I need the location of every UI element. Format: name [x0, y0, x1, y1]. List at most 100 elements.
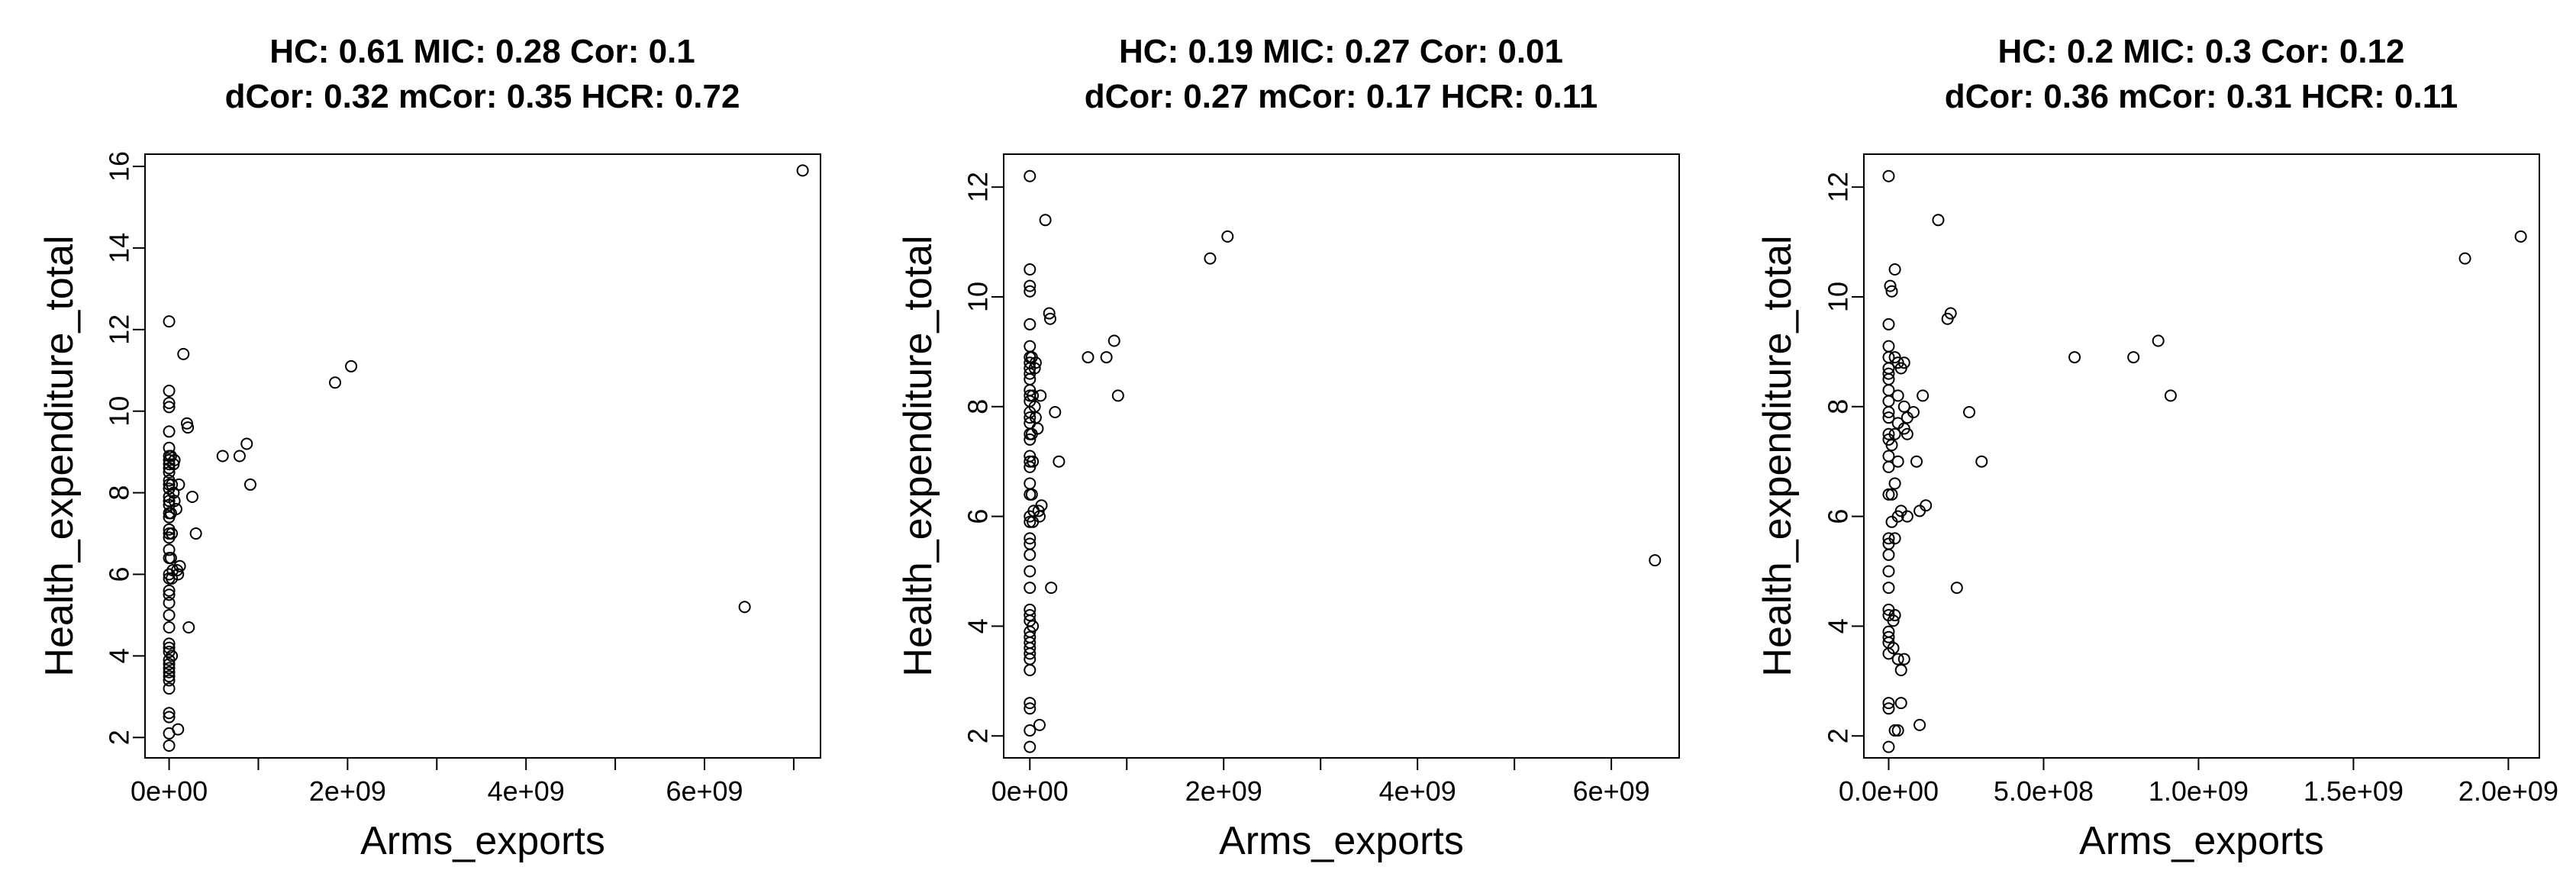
y-axis-label: Health_expenditure_total: [1755, 235, 1800, 676]
data-point: [1043, 312, 1056, 325]
x-tick-label: 6e+09: [666, 775, 743, 807]
y-tick-label: 4: [104, 648, 135, 663]
x-tick-label: 1.5e+09: [2304, 775, 2404, 807]
data-point: [1031, 422, 1044, 435]
data-point: [164, 552, 177, 565]
data-point: [1950, 582, 1963, 595]
data-point: [1882, 565, 1895, 578]
data-point: [1882, 532, 1895, 545]
data-point: [1111, 389, 1124, 402]
data-point: [2152, 334, 2165, 347]
scatter-panel-2: HC: 0.19 MIC: 0.27 Cor: 0.01 dCor: 0.27 m…: [896, 33, 1680, 863]
chart-title-line1: HC: 0.61 MIC: 0.28 Cor: 0.1: [269, 33, 695, 70]
data-point: [163, 641, 176, 654]
data-point: [163, 658, 176, 671]
data-point: [796, 164, 809, 177]
data-point: [1024, 477, 1037, 490]
data-point: [1027, 455, 1040, 468]
y-tick-label: 12: [962, 172, 994, 202]
data-point: [1024, 548, 1037, 561]
data-point: [166, 527, 179, 540]
data-point: [1100, 351, 1113, 364]
data-point: [1913, 718, 1926, 731]
data-point: [1024, 724, 1037, 737]
y-tick-label: 10: [1823, 282, 1854, 312]
data-point: [1917, 389, 1930, 402]
scatter-panel-1: HC: 0.61 MIC: 0.28 Cor: 0.1 dCor: 0.32 mC…: [37, 33, 821, 863]
data-point: [1882, 427, 1895, 440]
y-tick-label: 16: [104, 151, 135, 182]
data-point: [1888, 532, 1901, 545]
x-tick-label: 4e+09: [1379, 775, 1456, 807]
data-point: [1888, 477, 1901, 490]
y-tick-label: 12: [1823, 172, 1854, 202]
data-point: [1024, 279, 1037, 292]
data-point: [1932, 214, 1945, 227]
data-point: [2458, 252, 2471, 265]
plot-frame: [1863, 153, 2540, 759]
x-tick-label: 4e+09: [488, 775, 565, 807]
data-point: [163, 637, 176, 650]
data-point: [163, 596, 176, 609]
data-point: [1024, 285, 1037, 298]
data-point: [1891, 389, 1904, 402]
data-point: [1039, 214, 1052, 227]
data-point: [2164, 389, 2177, 402]
y-tick-label: 4: [1823, 618, 1854, 633]
data-point: [329, 376, 342, 389]
data-point: [1891, 724, 1904, 737]
data-point: [1024, 609, 1037, 622]
data-point: [243, 478, 256, 491]
chart-title-line2: dCor: 0.36 mCor: 0.31 HCR: 0.11: [1945, 78, 2458, 115]
data-point: [163, 315, 176, 328]
data-point: [1204, 252, 1217, 265]
x-tick-label: 5.0e+08: [1994, 775, 2094, 807]
data-point: [163, 682, 176, 695]
data-point: [182, 421, 195, 434]
y-tick-label: 8: [1823, 399, 1854, 414]
data-point: [1024, 582, 1037, 595]
data-point: [163, 425, 176, 438]
data-point: [163, 543, 176, 556]
data-point: [1024, 702, 1037, 715]
data-point: [1963, 405, 1976, 418]
x-axis-label: Arms_exports: [1219, 819, 1464, 863]
y-tick-label: 6: [104, 566, 135, 582]
y-tick-label: 10: [104, 396, 135, 427]
data-point: [1897, 356, 1910, 369]
data-point: [1029, 356, 1042, 369]
x-tick-label: 6e+09: [1573, 775, 1650, 807]
data-point: [1901, 510, 1913, 523]
data-point: [1035, 499, 1048, 512]
x-tick-label: 2e+09: [309, 775, 386, 807]
data-point: [1045, 582, 1058, 595]
data-point: [1221, 230, 1234, 243]
data-point: [172, 478, 185, 491]
y-tick-label: 4: [962, 618, 994, 633]
y-tick-label: 6: [962, 509, 994, 524]
data-point: [1885, 439, 1898, 452]
x-tick-label: 0e+00: [991, 775, 1069, 807]
data-point: [163, 739, 176, 752]
data-point: [1024, 318, 1037, 330]
data-point: [169, 502, 182, 515]
data-point: [163, 588, 176, 601]
data-point: [1034, 389, 1047, 402]
data-point: [1882, 697, 1895, 710]
data-point: [163, 674, 176, 687]
data-point: [1649, 554, 1662, 567]
y-tick-label: 2: [1823, 728, 1854, 743]
data-point: [1024, 411, 1037, 424]
data-point: [1975, 455, 1988, 468]
x-tick-label: 0.0e+00: [1839, 775, 1939, 807]
data-point: [1025, 488, 1038, 501]
data-point: [167, 458, 180, 471]
data-point: [1882, 340, 1895, 353]
data-point: [1024, 340, 1037, 353]
data-point: [1897, 400, 1910, 413]
y-tick-label: 8: [962, 399, 994, 414]
chart-title-line2: dCor: 0.32 mCor: 0.35 HCR: 0.72: [225, 78, 740, 115]
data-point: [1882, 460, 1895, 473]
y-tick-label: 10: [962, 282, 994, 312]
data-point: [172, 568, 185, 581]
